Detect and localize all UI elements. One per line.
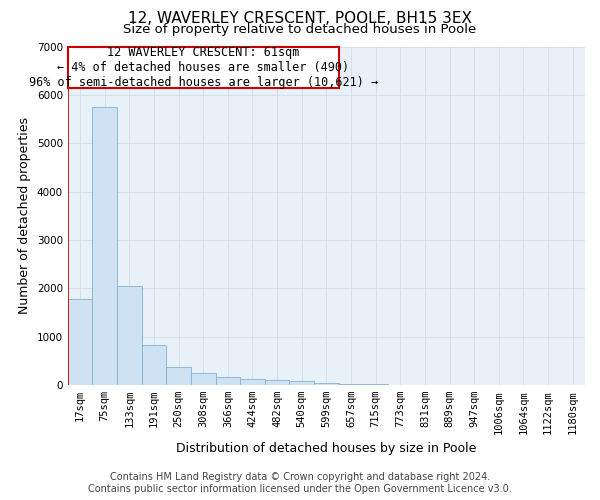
Bar: [117, 286, 142, 385]
Bar: [265, 380, 289, 385]
Bar: [92, 107, 117, 385]
Text: 12, WAVERLEY CRESCENT, POOLE, BH15 3EX: 12, WAVERLEY CRESCENT, POOLE, BH15 3EX: [128, 11, 472, 26]
Bar: [142, 345, 166, 385]
Text: 12 WAVERLEY CRESCENT: 61sqm
← 4% of detached houses are smaller (490)
96% of sem: 12 WAVERLEY CRESCENT: 61sqm ← 4% of deta…: [29, 46, 378, 88]
Bar: [215, 378, 240, 385]
Y-axis label: Number of detached properties: Number of detached properties: [18, 118, 31, 314]
Bar: [240, 380, 265, 385]
Bar: [289, 381, 314, 385]
Bar: [68, 46, 339, 88]
Bar: [68, 299, 92, 385]
Bar: [314, 382, 339, 385]
Text: Contains HM Land Registry data © Crown copyright and database right 2024.
Contai: Contains HM Land Registry data © Crown c…: [88, 472, 512, 494]
Bar: [364, 384, 388, 385]
Text: Size of property relative to detached houses in Poole: Size of property relative to detached ho…: [124, 22, 476, 36]
Bar: [166, 367, 191, 385]
Bar: [191, 374, 215, 385]
Bar: [339, 384, 364, 385]
X-axis label: Distribution of detached houses by size in Poole: Distribution of detached houses by size …: [176, 442, 476, 455]
